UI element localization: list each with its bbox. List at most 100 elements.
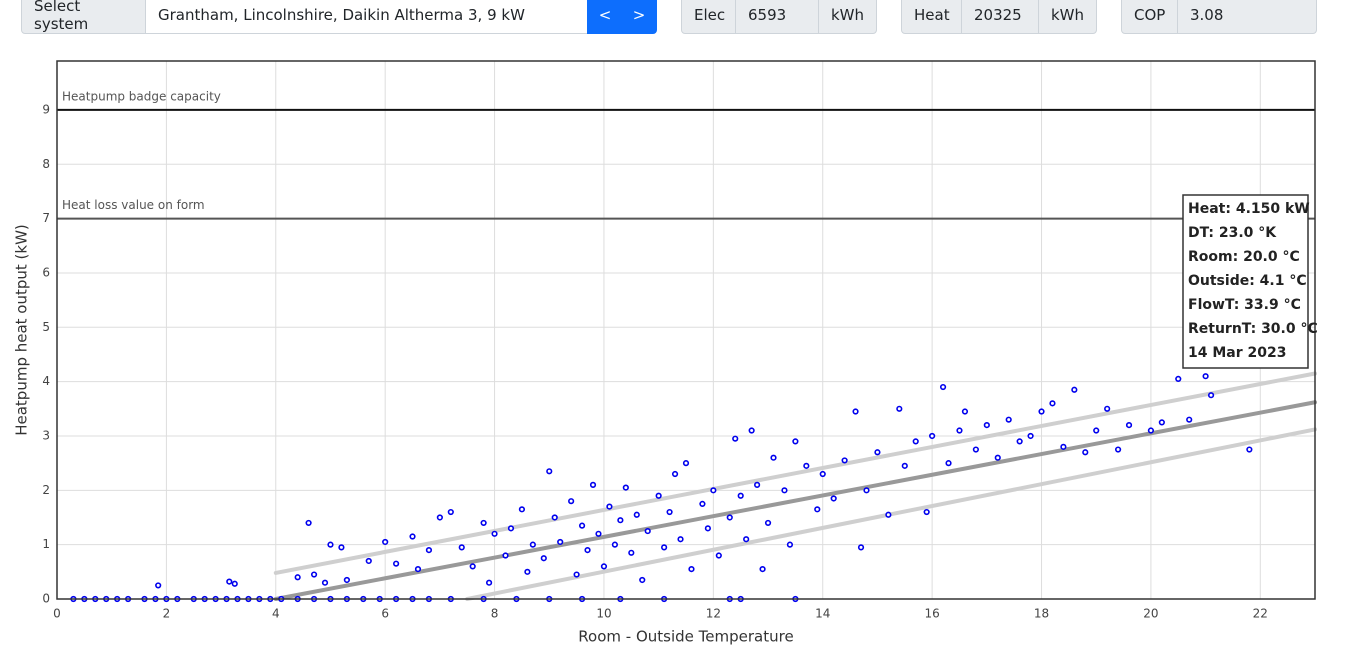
data-point — [655, 492, 662, 499]
data-point — [688, 566, 695, 573]
x-tick-label: 2 — [163, 607, 171, 621]
x-tick-label: 4 — [272, 607, 280, 621]
reference-label: Heat loss value on form — [62, 198, 205, 212]
data-point — [885, 511, 892, 518]
data-point — [994, 454, 1001, 461]
data-point — [600, 563, 608, 570]
data-point — [715, 552, 722, 559]
data-point — [1158, 419, 1165, 426]
data-point — [857, 544, 865, 551]
data-point — [1125, 422, 1133, 429]
stat-label: Heat — [901, 0, 962, 34]
data-point — [803, 462, 810, 469]
data-point — [1114, 446, 1122, 453]
next-button[interactable]: > — [632, 6, 646, 24]
data-point — [518, 506, 526, 513]
y-tick-label: 3 — [42, 428, 50, 442]
data-point — [830, 495, 837, 502]
x-tick-label: 16 — [924, 607, 939, 621]
plot-frame — [56, 60, 1316, 600]
data-point — [666, 508, 673, 516]
data-point — [1016, 438, 1023, 445]
data-point — [1071, 386, 1078, 393]
data-point — [1060, 443, 1067, 450]
data-point — [507, 525, 515, 532]
x-tick-label: 0 — [53, 607, 61, 621]
y-tick-label: 8 — [42, 157, 50, 171]
data-point — [754, 481, 761, 488]
data-point — [819, 470, 826, 478]
data-point — [639, 576, 646, 584]
y-tick-label: 1 — [42, 537, 50, 551]
data-point — [737, 492, 744, 499]
data-point — [863, 487, 870, 494]
data-point — [901, 462, 908, 469]
data-point — [677, 536, 684, 543]
x-tick-label: 14 — [815, 607, 830, 621]
x-tick-label: 6 — [381, 607, 389, 621]
trend-line — [273, 400, 1317, 601]
stat-value: 3.08 — [1177, 0, 1317, 34]
data-point — [551, 514, 558, 521]
system-select[interactable]: Grantham, Lincolnshire, Daikin Altherma … — [145, 0, 588, 34]
reference-label: Heatpump badge capacity — [62, 89, 221, 103]
tooltip-line: DT: 23.0 °K — [1188, 225, 1277, 241]
data-point — [945, 460, 952, 467]
data-point — [852, 408, 859, 415]
data-point — [458, 544, 465, 551]
data-point — [1005, 416, 1012, 423]
data-point — [929, 432, 936, 440]
y-tick-label: 5 — [42, 320, 50, 334]
data-point — [436, 514, 443, 521]
select-label: Select system — [21, 0, 146, 34]
y-tick-label: 9 — [42, 102, 50, 116]
data-point — [578, 522, 586, 529]
tooltip: Heat: 4.150 kW DT: 23.0 °K Room: 20.0 °C Ou… — [1182, 194, 1318, 369]
tooltip-line: Room: 20.0 °C — [1188, 249, 1300, 265]
data-point — [617, 517, 624, 524]
data-point — [231, 580, 238, 587]
data-point — [447, 508, 454, 516]
data-point — [743, 536, 750, 543]
data-point — [874, 449, 881, 456]
data-point — [584, 546, 591, 554]
x-tick-label: 12 — [706, 607, 721, 621]
data-point — [814, 506, 821, 513]
data-point — [310, 571, 318, 578]
data-point — [841, 457, 848, 464]
y-tick-label: 6 — [42, 265, 50, 279]
data-point — [1202, 373, 1209, 380]
data-point — [912, 438, 919, 445]
prev-button[interactable]: < — [598, 6, 612, 24]
data-point — [365, 557, 372, 565]
data-point — [961, 408, 969, 415]
data-point — [338, 544, 345, 551]
data-point — [485, 579, 493, 586]
data-point — [983, 422, 990, 429]
nav-buttons: < > — [587, 0, 657, 34]
data-point — [1246, 446, 1253, 453]
data-point — [956, 427, 963, 434]
data-point — [644, 527, 651, 535]
data-point — [469, 563, 476, 570]
data-point — [923, 508, 930, 516]
trend-line — [273, 371, 1317, 575]
y-axis-title: Heatpump heat output (kW) — [13, 224, 31, 436]
stat-unit: kWh — [1038, 0, 1097, 34]
data-point — [414, 566, 422, 573]
data-point — [327, 541, 334, 548]
y-tick-label: 4 — [42, 374, 50, 388]
data-point — [573, 571, 580, 578]
y-tick-label: 2 — [42, 483, 50, 497]
data-point — [732, 435, 739, 442]
data-point — [1027, 432, 1034, 440]
data-point — [568, 498, 575, 505]
tooltip-line: Outside: 4.1 °C — [1188, 273, 1307, 289]
y-tick-label: 0 — [42, 592, 50, 606]
data-point — [1082, 449, 1089, 456]
tooltip-line: ReturnT: 30.0 °C — [1188, 321, 1318, 337]
data-point — [226, 578, 233, 585]
data-point — [524, 568, 531, 575]
stat-label: COP — [1121, 0, 1178, 34]
